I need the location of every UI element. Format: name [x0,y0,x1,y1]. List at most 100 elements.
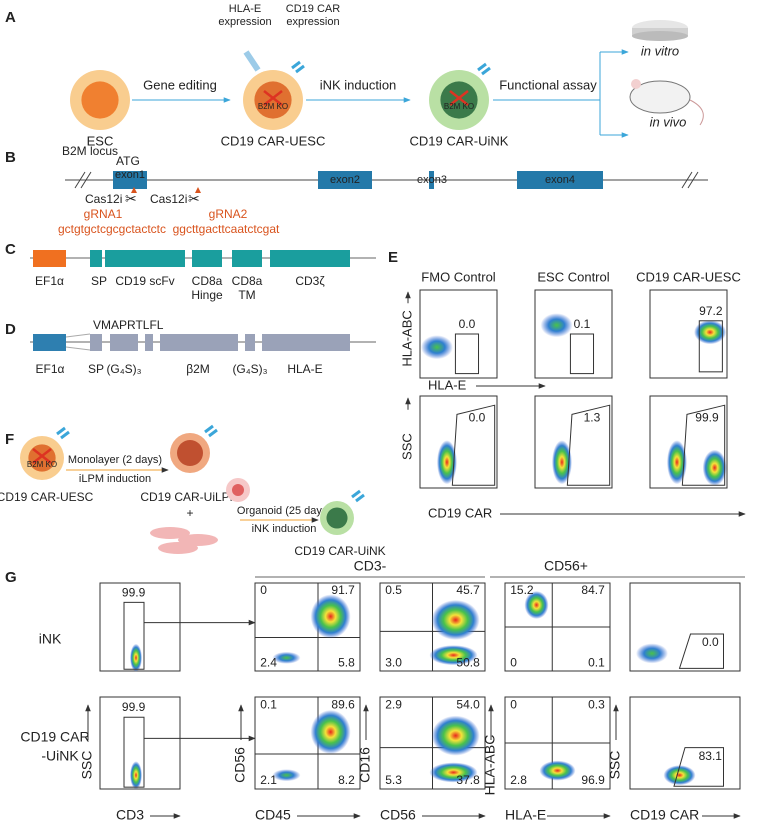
exon-label: exon1 [115,169,145,181]
car-receptor [291,60,305,74]
break [74,171,699,189]
cell-density [524,591,549,619]
panel-label: G [5,569,17,586]
ko-label: B2M KO [258,102,288,111]
cell [81,81,119,119]
label: iLPM induction [79,473,151,485]
mouse [629,80,691,114]
cell-density [436,440,457,485]
cell-density [540,313,573,338]
label: Cas12i [150,192,187,206]
element-label: (G₄S)₃ [232,362,267,376]
cell-density [130,761,142,790]
car-receptor [56,426,70,440]
panel-label: C [5,241,16,258]
mouse [630,81,690,113]
label: Organoid (25 days) [237,505,331,517]
quadrant-value: 2.9 [385,697,402,711]
element-label: CD3ζ [295,274,325,288]
scissors: ✂ [188,191,200,207]
gate-value: 99.9 [122,586,146,600]
cell-density [551,440,572,485]
fibroblast [158,542,198,554]
label: CD19 CAR-UESC [0,490,94,504]
dish [632,31,688,41]
step: Functional assay [499,77,597,92]
assay: in vitro [641,43,679,58]
cell-density [310,594,351,639]
axis-label: SSC [79,751,95,780]
mouse-ear [631,79,641,89]
label: Monolayer (2 days) [68,454,162,466]
label: expression [218,16,271,28]
gate-value: 97.2 [699,304,723,318]
cell-density [272,651,301,664]
element-label: EF1α [36,362,65,376]
element-label: HLA-E [287,362,322,376]
fibroblast [150,527,190,539]
ko-cross [449,90,469,106]
element-label: Hinge [191,288,223,302]
organoid [232,484,244,496]
quadrant-value: 2.8 [510,773,527,787]
vector-element [33,334,66,351]
step: Gene editing [143,77,217,92]
element-label: CD8a [232,274,263,288]
element-label: CD19 scFv [115,274,174,288]
gate-value: 0.0 [459,317,476,331]
cell-density [130,643,142,672]
panel-label: B [5,149,16,166]
quadrant-value: 0 [260,583,267,597]
cut-site [131,187,137,193]
quadrant-value: 0.1 [260,697,277,711]
label: VMAPRTLFL [93,318,164,332]
label: + [186,506,193,520]
quadrant-value: 96.9 [581,773,605,787]
step: iNK induction [320,77,397,92]
axis-label: SSC [399,433,414,460]
car-receptor [477,62,491,76]
label: ATG [116,154,140,168]
exon [113,171,147,189]
cell-density [694,320,727,345]
quadrant-value: 15.2 [510,583,534,597]
quadrant-value: 2.4 [260,655,277,669]
column-title: FMO Control [421,269,496,284]
cell [177,440,203,466]
column-title: CD19 CAR-UESC [636,269,741,284]
element-label: SP [88,362,104,376]
cell [254,81,292,119]
cell-density [431,599,480,640]
row-label: iNK [39,631,62,647]
linker [65,333,91,351]
column-title: ESC Control [537,269,609,284]
panel-label: A [5,9,16,26]
mouse-tail [689,99,704,126]
label: CD3- [354,558,387,574]
quadrant-value: 37.8 [456,773,480,787]
axis-label: CD56 [380,807,416,823]
vector-element [110,334,138,351]
cell-density [636,643,668,664]
gate [454,333,480,375]
quadrant-value: 45.7 [456,583,480,597]
quadrant-value: 5.3 [385,773,402,787]
label: CD56+ [544,558,588,574]
element-label: (G₄S)₃ [106,362,141,376]
label: CD19 CAR-UiLPM [140,490,239,504]
cut-site [195,187,201,193]
axis-label: HLA-ABC [399,310,414,366]
label: Cas12i [85,192,122,206]
gate [123,716,145,788]
quadrant-value: 0.1 [588,655,605,669]
vector-element [245,334,255,351]
cell-density [272,769,301,782]
label: gctgtgctcgcgctactctc [58,222,166,236]
gate-value: 99.9 [695,410,719,424]
gate [569,333,595,375]
quadrant-value: 84.7 [581,583,605,597]
ko-cross [263,90,283,106]
axis-label: HLA-E [428,377,467,392]
row-label: -UiNK [41,748,79,764]
